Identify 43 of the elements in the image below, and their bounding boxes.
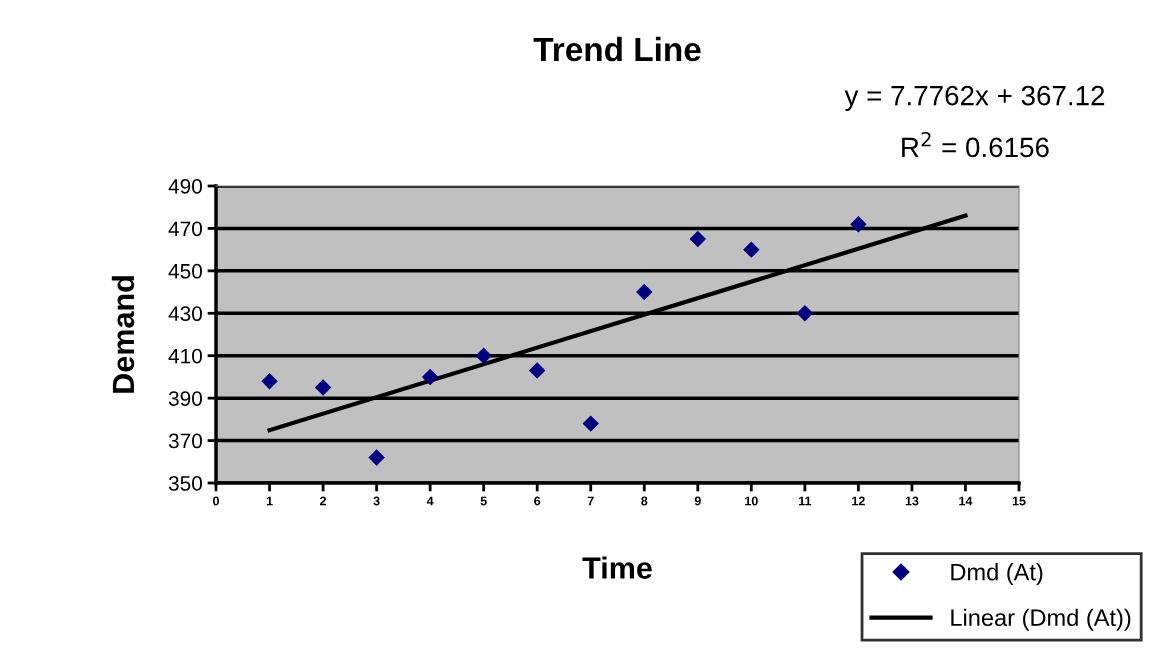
point (743, 241, 760, 258)
point (261, 372, 278, 390)
point (314, 379, 332, 396)
legend-label: Linear (Dmd (At)) (951, 608, 1131, 631)
y-tick-label: 450 (168, 263, 202, 279)
x-tick-label: 7 (587, 496, 594, 506)
x-tick-label: 10 (745, 496, 758, 506)
text: R$^{2}$ = 0.6156 (902, 131, 1049, 158)
x-tick-label: 6 (534, 496, 541, 506)
y-tick-label: 490 (168, 179, 202, 194)
point (796, 305, 814, 322)
y-tick-label: 350 (168, 476, 202, 491)
point (636, 283, 653, 301)
x-tick-label: 14 (959, 496, 973, 506)
point (850, 215, 867, 233)
x-tick-label: 9 (694, 496, 701, 506)
legend-label: Dmd (At) (951, 563, 1043, 586)
point (368, 449, 385, 466)
x-tick-label: 4 (426, 496, 434, 506)
y-axis-title: Demand (111, 276, 135, 393)
point (689, 230, 707, 248)
x-tick-label: 2 (320, 496, 327, 506)
point (582, 415, 599, 432)
x-tick-label: 12 (852, 496, 865, 506)
x-tick-label: 5 (480, 496, 487, 506)
y-tick-label: 470 (168, 221, 202, 237)
point (528, 362, 546, 379)
x-tick-label: 0 (213, 496, 219, 506)
x-tick-label: 8 (641, 496, 648, 506)
text: y = 7.7762x + 367.12 (844, 85, 1105, 111)
x-tick-label: 1 (266, 496, 273, 506)
x-tick-label: 13 (905, 496, 919, 506)
y-tick-label: 370 (168, 433, 202, 449)
x-tick-label: 11 (799, 496, 812, 506)
y-tick-label: 430 (168, 306, 202, 322)
y-tick-label: 410 (168, 348, 202, 364)
x-axis-title: Time (582, 556, 652, 579)
point (421, 368, 439, 386)
y-tick-label: 390 (168, 391, 202, 406)
chart-title: Trend Line (533, 36, 701, 62)
x-tick-label: 15 (1012, 496, 1026, 506)
x-tick-label: 3 (373, 496, 380, 506)
point (475, 347, 492, 364)
